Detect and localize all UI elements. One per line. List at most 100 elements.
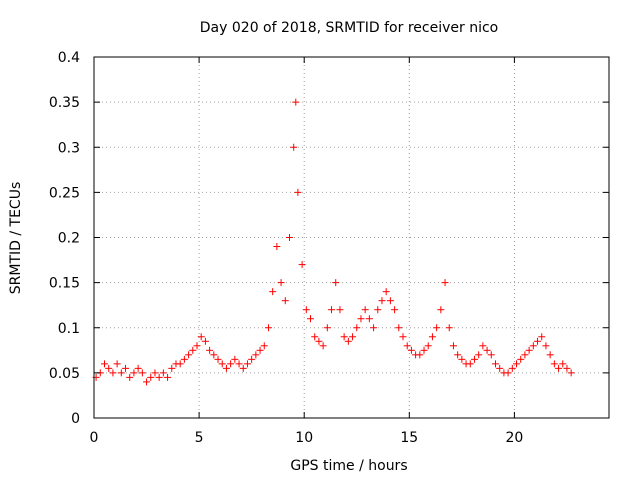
data-point bbox=[319, 342, 327, 350]
data-point bbox=[294, 188, 302, 196]
data-point bbox=[445, 324, 453, 332]
data-point bbox=[449, 342, 457, 350]
data-point bbox=[290, 143, 298, 151]
data-point bbox=[475, 351, 483, 359]
data-point bbox=[458, 355, 466, 363]
data-point bbox=[433, 324, 441, 332]
data-point bbox=[264, 324, 272, 332]
y-tick-label: 0.2 bbox=[58, 231, 80, 247]
data-point bbox=[239, 364, 247, 372]
data-point bbox=[147, 373, 155, 381]
data-point bbox=[256, 346, 264, 354]
data-point bbox=[101, 360, 109, 368]
data-point bbox=[126, 373, 134, 381]
data-point bbox=[496, 364, 504, 372]
data-point bbox=[323, 324, 331, 332]
y-tick-label: 0.35 bbox=[49, 95, 80, 111]
data-point bbox=[113, 360, 121, 368]
data-point bbox=[370, 324, 378, 332]
data-point bbox=[437, 306, 445, 314]
data-point bbox=[180, 355, 188, 363]
x-tick-label: 5 bbox=[195, 430, 204, 446]
y-axis-label: SRMTID / TECUs bbox=[8, 182, 24, 295]
data-point bbox=[353, 324, 361, 332]
data-point bbox=[122, 364, 130, 372]
data-point bbox=[155, 373, 163, 381]
data-point bbox=[185, 351, 193, 359]
data-point bbox=[292, 98, 300, 106]
x-tick-label: 10 bbox=[295, 430, 313, 446]
data-point bbox=[365, 315, 373, 323]
data-point bbox=[193, 342, 201, 350]
data-point bbox=[521, 351, 529, 359]
y-tick-label: 0.1 bbox=[58, 321, 80, 337]
data-point bbox=[563, 364, 571, 372]
data-point bbox=[357, 315, 365, 323]
data-point bbox=[218, 360, 226, 368]
data-point bbox=[227, 360, 235, 368]
x-tick-label: 15 bbox=[400, 430, 418, 446]
data-point bbox=[504, 369, 512, 377]
data-point bbox=[109, 369, 117, 377]
data-point bbox=[508, 364, 516, 372]
data-point bbox=[138, 369, 146, 377]
tick-labels: 0 5 10 15 20 0 0.05 0.1 0.15 0.2 0.25 0.3 0.35 0.4 bbox=[49, 50, 523, 446]
y-tick-label: 0.25 bbox=[49, 185, 80, 201]
data-point bbox=[395, 324, 403, 332]
data-point bbox=[546, 351, 554, 359]
data-point bbox=[176, 360, 184, 368]
data-point bbox=[550, 360, 558, 368]
data-point bbox=[260, 342, 268, 350]
data-point bbox=[307, 315, 315, 323]
data-point bbox=[479, 342, 487, 350]
data-point bbox=[164, 373, 172, 381]
data-point bbox=[538, 333, 546, 341]
data-point bbox=[525, 346, 533, 354]
data-point bbox=[206, 346, 214, 354]
data-point bbox=[487, 351, 495, 359]
data-point bbox=[201, 337, 209, 345]
data-point bbox=[231, 355, 239, 363]
y-tick-label: 0.05 bbox=[49, 366, 80, 382]
axes-frame bbox=[93, 56, 610, 419]
data-point bbox=[105, 364, 113, 372]
data-point bbox=[281, 297, 289, 305]
data-point bbox=[222, 364, 230, 372]
data-point bbox=[235, 360, 243, 368]
data-point bbox=[315, 337, 323, 345]
chart-title: Day 020 of 2018, SRMTID for receiver nic… bbox=[200, 20, 498, 36]
data-point bbox=[248, 355, 256, 363]
data-point bbox=[168, 364, 176, 372]
data-point bbox=[420, 346, 428, 354]
y-tick-label: 0.4 bbox=[58, 50, 80, 66]
y-tick-label: 0.3 bbox=[58, 140, 80, 156]
x-tick-label: 20 bbox=[505, 430, 523, 446]
data-point bbox=[159, 369, 167, 377]
data-point bbox=[285, 234, 293, 241]
data-point bbox=[336, 306, 344, 314]
data-point bbox=[130, 369, 138, 377]
data-point bbox=[513, 360, 521, 368]
grid-lines bbox=[94, 57, 609, 418]
data-point bbox=[559, 360, 567, 368]
data-point bbox=[273, 243, 281, 251]
data-point bbox=[361, 306, 369, 314]
data-point bbox=[349, 333, 357, 341]
data-point bbox=[391, 306, 399, 314]
data-point bbox=[517, 355, 525, 363]
data-point bbox=[277, 279, 285, 287]
data-point bbox=[378, 297, 386, 305]
data-point bbox=[386, 297, 394, 305]
x-axis-label: GPS time / hours bbox=[290, 458, 407, 474]
data-point bbox=[197, 333, 205, 341]
data-point bbox=[542, 342, 550, 350]
data-point bbox=[407, 346, 415, 354]
data-point bbox=[491, 360, 499, 368]
data-point bbox=[252, 351, 260, 359]
data-point bbox=[214, 355, 222, 363]
data-point bbox=[424, 342, 432, 350]
data-point bbox=[302, 306, 310, 314]
data-point bbox=[555, 364, 563, 372]
data-point bbox=[117, 369, 125, 377]
data-point bbox=[454, 351, 462, 359]
